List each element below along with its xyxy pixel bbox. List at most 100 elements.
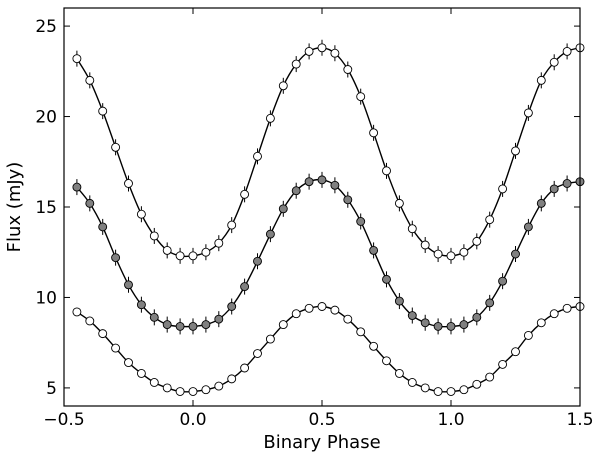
data-point: [214, 238, 224, 248]
data-point: [433, 387, 443, 396]
data-point: [214, 381, 224, 391]
data-point: [382, 356, 391, 366]
data-point: [472, 312, 482, 322]
data-point: [523, 222, 533, 232]
data-point: [278, 81, 288, 91]
data-point: [356, 327, 366, 337]
data-point: [549, 184, 559, 194]
data-point: [201, 385, 211, 395]
data-point: [304, 46, 314, 56]
data-points: [72, 39, 585, 396]
data-point: [536, 75, 546, 85]
x-axis: −0.5 0.0 0.5 1.0 1.5: [43, 8, 594, 430]
data-point: [549, 309, 559, 319]
y-tick-label: 10: [35, 288, 57, 308]
data-point: [291, 186, 301, 196]
data-point: [330, 305, 340, 315]
data-point: [562, 303, 572, 313]
x-tick-label: 1.5: [566, 410, 593, 430]
data-point: [136, 368, 146, 378]
data-point: [330, 48, 340, 58]
data-point: [446, 251, 456, 261]
data-point: [72, 54, 82, 64]
model-curve-1: [76, 47, 581, 258]
data-point: [201, 247, 211, 257]
data-point: [523, 330, 533, 340]
data-point: [124, 358, 133, 368]
data-point: [291, 59, 301, 69]
y-axis: 5 10 15 20 25: [35, 17, 580, 399]
model-curve-3: [76, 305, 581, 393]
data-point: [317, 175, 327, 185]
y-tick-label: 5: [46, 379, 57, 399]
y-tick-label: 15: [35, 198, 57, 218]
data-point: [240, 282, 250, 292]
data-point: [343, 314, 353, 324]
data-point: [498, 276, 508, 286]
data-point: [98, 222, 108, 232]
data-point: [459, 247, 469, 257]
data-point: [420, 383, 430, 393]
data-point: [498, 359, 508, 369]
data-point: [85, 198, 95, 208]
data-point: [111, 253, 121, 263]
data-point: [472, 379, 482, 389]
data-point: [407, 378, 417, 387]
data-point: [446, 321, 456, 331]
data-point: [420, 240, 430, 250]
data-point: [162, 383, 172, 393]
data-point: [175, 321, 185, 331]
data-point: [343, 65, 353, 74]
data-point: [227, 302, 237, 311]
data-point: [536, 198, 546, 208]
data-point: [201, 320, 211, 330]
data-point: [253, 151, 262, 161]
data-point: [369, 341, 379, 351]
y-tick-label: 25: [35, 17, 57, 37]
data-point: [485, 215, 495, 225]
data-point: [72, 182, 82, 192]
data-point: [240, 363, 250, 373]
data-point: [511, 146, 520, 156]
data-point: [536, 318, 546, 328]
data-point: [188, 321, 198, 331]
data-point: [343, 195, 353, 205]
data-point: [394, 368, 404, 378]
data-point: [369, 245, 379, 255]
data-point: [382, 166, 391, 176]
data-point: [124, 179, 133, 188]
data-point: [85, 75, 95, 85]
x-tick-label: 0.5: [308, 410, 335, 430]
data-point: [136, 300, 146, 310]
data-point: [188, 251, 198, 261]
data-point: [136, 209, 146, 219]
data-point: [356, 92, 366, 102]
data-point: [253, 256, 262, 266]
data-point: [124, 280, 133, 290]
data-point: [304, 177, 314, 187]
data-point: [98, 106, 108, 116]
data-point: [523, 108, 533, 118]
model-curve-2: [76, 178, 581, 328]
data-point: [356, 217, 366, 226]
data-point: [394, 296, 404, 306]
data-point: [278, 204, 288, 214]
data-point: [240, 189, 250, 199]
data-point: [227, 374, 237, 384]
data-point: [562, 46, 572, 56]
x-axis-title: Binary Phase: [263, 432, 380, 453]
data-point: [485, 298, 495, 308]
data-point: [227, 220, 237, 230]
data-point: [175, 387, 185, 396]
data-point: [511, 249, 520, 259]
data-point: [162, 320, 172, 330]
data-point: [188, 387, 198, 396]
data-point: [265, 334, 275, 344]
data-point: [407, 224, 417, 234]
data-point: [72, 307, 82, 317]
data-point: [498, 184, 508, 194]
data-point: [85, 316, 95, 326]
data-point: [562, 179, 572, 188]
